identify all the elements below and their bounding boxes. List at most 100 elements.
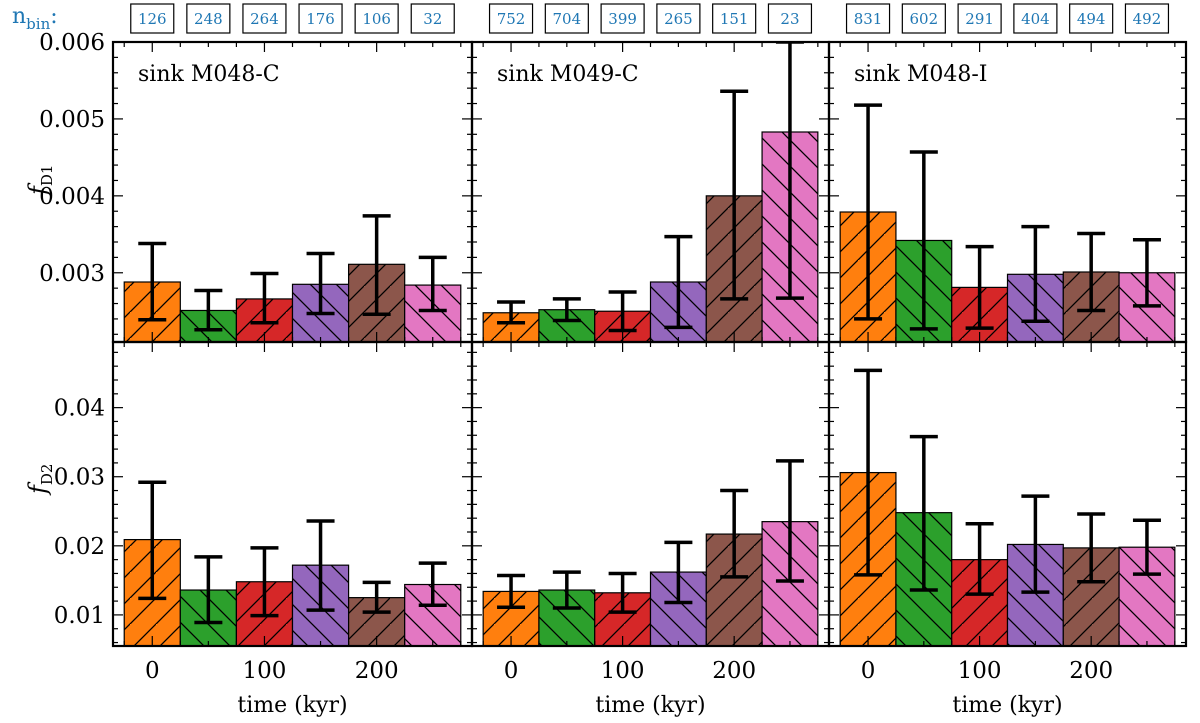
nbin-value: 265 — [664, 10, 693, 28]
x-tick-label: 0 — [861, 658, 876, 684]
error-bar — [965, 521, 994, 596]
error-bar — [854, 368, 883, 577]
nbin-value: 151 — [720, 10, 749, 28]
error-bar — [608, 571, 637, 614]
nbin-value: 32 — [423, 10, 442, 28]
nbin-value: 831 — [854, 10, 883, 28]
x-tick-label: 0 — [504, 658, 519, 684]
nbin-value: 23 — [780, 10, 799, 28]
nbin-value: 704 — [553, 10, 582, 28]
nbin-value: 399 — [608, 10, 637, 28]
y-tick-label: 0.004 — [39, 184, 105, 210]
error-bar — [194, 288, 223, 332]
error-bar — [720, 89, 749, 301]
nbin-box — [488, 3, 534, 34]
nbin-label: nbin: — [12, 4, 58, 33]
error-bar — [608, 290, 637, 333]
x-tick-label: 200 — [1069, 658, 1113, 684]
nbin-value: 176 — [306, 10, 335, 28]
panel-fD2-2: 0 100 200 time (kyr) — [470, 340, 831, 718]
nbin-box — [767, 3, 813, 34]
y-tick-label: 0.006 — [39, 30, 105, 56]
nbin-value: 492 — [1133, 10, 1162, 28]
nbin-value: 264 — [250, 10, 279, 28]
x-tick-label: 100 — [601, 658, 645, 684]
error-bar — [194, 555, 223, 625]
error-bar — [1021, 494, 1050, 594]
nbin-value: 248 — [194, 10, 223, 28]
nbin-box — [600, 3, 645, 34]
error-bar — [497, 573, 526, 610]
error-bar — [909, 150, 938, 331]
nbin-value: 752 — [497, 10, 526, 28]
panel-fD1-1: 0.003 0.004 0.005 0.006 sink M048-C — [39, 30, 474, 344]
nbin-box — [712, 3, 757, 34]
y-tick-label: 0.003 — [39, 261, 105, 287]
nbin-box — [901, 3, 946, 34]
error-bar — [250, 546, 279, 618]
error-bar — [1077, 231, 1106, 313]
y-tick-label: 0.03 — [54, 465, 105, 491]
nbin-value: 126 — [138, 10, 167, 28]
x-axis-label: time (kyr) — [595, 693, 705, 718]
panel-title: sink M048-I — [854, 62, 987, 87]
x-axis-label: time (kyr) — [952, 693, 1062, 718]
y-tick-label: 0.04 — [54, 396, 105, 422]
nbin-box — [410, 3, 455, 34]
nbin-value: 494 — [1077, 10, 1106, 28]
nbin-box — [1013, 3, 1058, 34]
nbin-value: 404 — [1021, 10, 1050, 28]
panel-title: sink M049-C — [497, 62, 639, 87]
nbin-header: nbin: 126 248 264 176 106 32 752 704 399 265 151 23… — [12, 3, 1170, 34]
nbin-box — [298, 3, 343, 34]
panel-fD1-2: sink M049-C — [470, 40, 831, 344]
x-tick-label: 100 — [243, 658, 287, 684]
error-bar — [362, 214, 391, 317]
error-bar — [138, 241, 167, 322]
y-axis-label-fD1: fD1 — [24, 165, 56, 197]
error-bar — [775, 459, 804, 583]
nbin-box — [544, 3, 589, 34]
error-bar — [1077, 512, 1106, 584]
nbin-value: 291 — [965, 10, 994, 28]
error-bar — [138, 480, 167, 601]
nbin-box — [130, 3, 175, 34]
x-tick-label: 200 — [712, 658, 756, 684]
error-bar — [775, 42, 804, 300]
x-tick-label: 200 — [355, 658, 399, 684]
panel-fD2-1: 0.01 0.02 0.03 0.04 0 100 200 time (kyr) — [54, 340, 474, 718]
y-tick-label: 0.02 — [54, 534, 105, 560]
error-bar — [362, 580, 391, 614]
error-bar — [306, 519, 335, 612]
panel-fD2-3: 0 100 200 time (kyr) — [827, 340, 1188, 718]
error-bar — [854, 103, 883, 321]
error-bar — [965, 244, 994, 330]
error-bar — [250, 271, 279, 325]
nbin-box — [845, 3, 891, 34]
nbin-box — [656, 3, 701, 34]
error-bar — [664, 540, 693, 605]
y-tick-label: 0.01 — [54, 603, 105, 629]
error-bar — [1132, 237, 1161, 308]
x-axis-label: time (kyr) — [237, 693, 347, 718]
error-bar — [720, 488, 749, 579]
nbin-box — [1069, 3, 1114, 34]
panel-fD1-3: sink M048-I — [827, 40, 1188, 344]
nbin-box — [957, 3, 1002, 34]
x-tick-label: 0 — [145, 658, 160, 684]
error-bar — [306, 251, 335, 316]
y-axis-labels: fD1 fD2 — [24, 165, 56, 496]
nbin-value: 602 — [910, 10, 939, 28]
y-tick-label: 0.005 — [39, 107, 105, 133]
y-axis-label-fD2: fD2 — [24, 464, 56, 496]
panel-frame — [827, 340, 1188, 648]
error-bar — [552, 297, 581, 323]
error-bar — [418, 255, 447, 313]
error-bar — [1021, 224, 1050, 323]
error-bar — [664, 234, 693, 330]
error-bar — [418, 561, 447, 607]
error-bar — [552, 570, 581, 610]
nbin-box — [186, 3, 231, 34]
